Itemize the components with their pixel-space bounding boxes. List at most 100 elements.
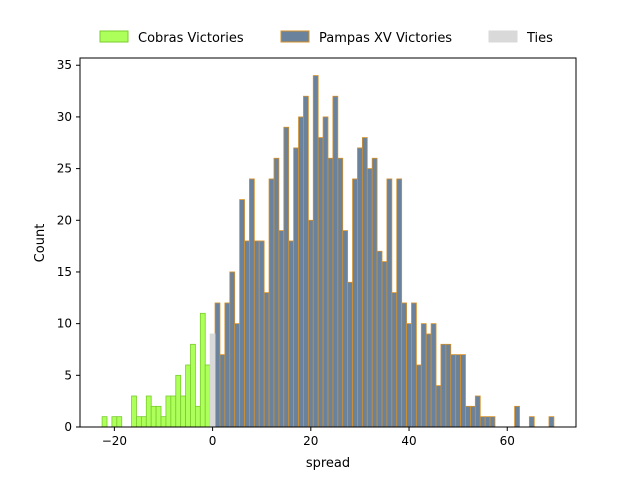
bar-series-0-x--20 [111,416,118,428]
bar-series-1-x-17 [293,147,299,428]
x-ticks: −20 0 20 40 60 [102,427,515,448]
legend-swatch-cobras [99,30,129,43]
bar-series-1-x-51 [460,354,466,428]
bar-series-1-x-16 [288,240,295,428]
bar-series-1-x-6 [239,199,245,428]
bar-series-1-x-24 [327,157,334,428]
bar-series-1-x-25 [332,95,339,428]
bar-series-1-x-1 [214,302,221,428]
bar-series-0-x--9 [165,395,172,428]
bar-series-0-x--19 [116,416,123,428]
bar-series-1-x-37 [391,292,398,428]
bar-series-0-x--12 [150,405,157,428]
bar-series-1-x-26 [337,157,344,428]
legend-label-pampas: Pampas XV Victories [319,31,452,46]
legend-swatch-ties [488,30,518,43]
bar-series-1-x-35 [381,261,388,428]
bar-series-1-x-62 [514,405,520,428]
bar-series-0-x--13 [145,395,152,428]
y-tick-label: 0 [64,420,72,434]
x-tick-label: 40 [401,434,416,448]
plot-frame [79,57,577,428]
legend: Cobras Victories Pampas XV Victories Tie… [99,30,553,46]
bar-series-1-x-13 [273,157,280,428]
legend-swatch-pampas [280,30,310,43]
y-tick-label: 25 [57,162,72,176]
bar-series-1-x-49 [450,354,457,428]
bar-series-1-x-27 [342,230,349,428]
bar-series-0-x--6 [180,395,186,428]
x-tick-label: 20 [303,434,318,448]
y-tick-label: 30 [57,110,72,124]
bar-series-1-x-55 [479,416,486,428]
bar-series-0-x--16 [131,395,137,428]
y-axis-label: Count [33,224,48,263]
bar-series-0-x--11 [155,405,162,428]
bar-series-1-x-30 [357,147,363,428]
bar-series-1-x-19 [303,95,309,428]
bar-series-2-x-0 [209,333,216,428]
bar-series-0-x--15 [136,416,142,428]
bars [101,75,555,428]
bar-series-0-x--2 [199,312,206,428]
bar-series-1-x-46 [435,385,442,428]
bar-series-1-x-54 [474,395,481,428]
bar-series-1-x-3 [224,302,231,428]
bar-series-0-x--5 [185,364,191,428]
bar-series-1-x-34 [376,250,383,428]
bar-series-0-x--22 [101,416,108,428]
bar-series-1-x-57 [489,416,496,428]
bar-series-1-x-45 [430,323,437,428]
bar-series-1-x-48 [445,343,452,428]
bar-series-1-x-9 [253,240,260,428]
bar-series-1-x-44 [425,333,432,428]
bar-series-1-x-52 [465,405,471,428]
bar-series-1-x-2 [219,354,226,428]
bar-series-1-x-65 [528,416,535,428]
bar-series-1-x-32 [366,168,373,428]
axes [79,57,577,428]
bar-series-1-x-5 [234,323,241,428]
bar-series-0-x--3 [195,405,201,428]
bar-series-1-x-28 [347,281,353,428]
bar-series-0-x--10 [160,416,167,428]
bar-series-1-x-53 [470,405,476,428]
bar-series-1-x-14 [278,230,285,428]
bar-series-0-x--8 [170,395,177,428]
bar-series-1-x-23 [322,116,329,428]
bar-series-1-x-69 [548,416,555,428]
legend-label-ties: Ties [526,31,553,46]
y-ticks: 0 5 10 15 20 25 30 35 [57,58,80,434]
bar-series-1-x-20 [307,219,314,428]
bar-series-0-x--7 [175,374,182,428]
bar-series-1-x-50 [455,354,461,428]
bar-series-1-x-40 [406,323,412,428]
x-tick-label: 60 [500,434,515,448]
bar-series-1-x-42 [415,364,422,428]
bar-series-1-x-7 [244,240,250,428]
bar-series-1-x-31 [361,137,368,428]
bar-series-0-x--1 [204,364,211,428]
bar-series-1-x-41 [411,302,417,428]
x-tick-label: −20 [102,434,127,448]
bar-series-1-x-29 [352,178,358,428]
y-tick-label: 35 [57,58,72,72]
bar-series-1-x-43 [420,323,427,428]
bar-series-0-x--14 [140,416,147,428]
bar-series-1-x-18 [298,116,304,428]
bar-series-1-x-39 [401,302,407,428]
y-tick-label: 10 [57,317,72,331]
bar-series-1-x-12 [268,178,275,428]
bar-series-1-x-22 [317,137,324,428]
bar-series-1-x-10 [258,240,265,428]
bar-series-1-x-33 [371,157,378,428]
x-tick-label: 0 [209,434,217,448]
bar-series-1-x-4 [229,271,236,428]
bar-series-1-x-38 [396,178,403,428]
bar-series-0-x--4 [190,343,196,428]
y-tick-label: 15 [57,265,72,279]
y-tick-label: 5 [64,368,72,382]
bar-series-1-x-21 [312,75,319,428]
legend-label-cobras: Cobras Victories [138,31,244,46]
